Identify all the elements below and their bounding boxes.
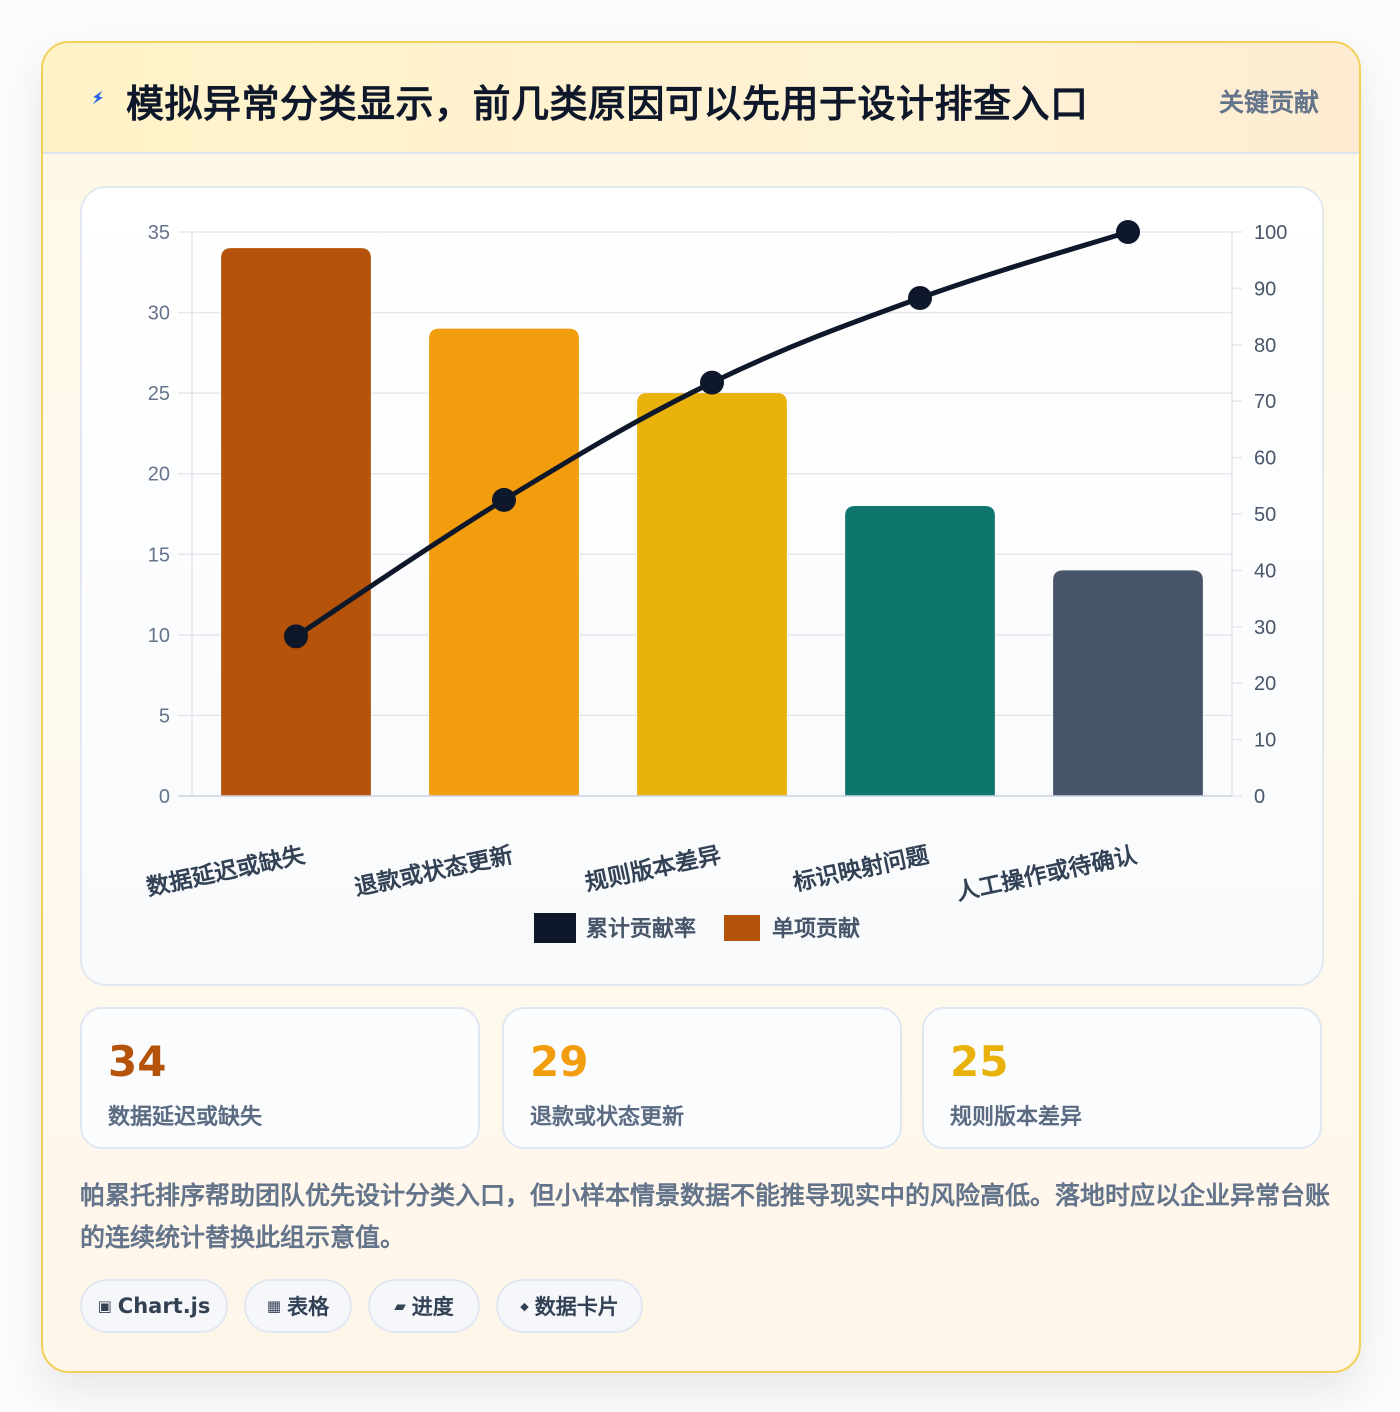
y-tick-label: 20 [148, 464, 170, 486]
tag-data-card[interactable]: ◆ 数据卡片 [496, 1279, 643, 1333]
y2-tick-label: 60 [1254, 448, 1276, 470]
tag-chartjs[interactable]: ▣ Chart.js [80, 1279, 228, 1333]
chart-panel: 0 5 10 15 20 25 30 35 0 10 20 30 40 50 60 70 80 90 100 数据延迟… [80, 186, 1324, 986]
line-point [492, 487, 516, 512]
x-tick-label: 人工操作或待确认 [954, 841, 1140, 906]
x-tick-label: 规则版本差异 [583, 841, 724, 896]
tag-table[interactable]: ▦ 表格 [244, 1279, 352, 1333]
stat-card: 25 规则版本差异 [922, 1007, 1322, 1149]
legend-label: 累计贡献率 [586, 916, 696, 942]
y2-tick-label: 100 [1254, 222, 1287, 244]
y-tick-label: 5 [159, 705, 170, 727]
table-icon: ▦ [266, 1297, 282, 1315]
y-tick-label: 35 [148, 222, 170, 244]
tag-label: Chart.js [117, 1294, 211, 1318]
stat-value: 34 [108, 1037, 167, 1086]
x-tick-label: 数据延迟或缺失 [144, 841, 308, 901]
y-tick-label: 25 [148, 383, 170, 405]
legend-label: 单项贡献 [772, 916, 860, 942]
lightning-icon [92, 90, 103, 105]
bar [221, 248, 371, 797]
x-tick-label: 退款或状态更新 [352, 841, 515, 901]
y2-tick-label: 20 [1254, 673, 1276, 695]
progress-icon: ▰ [394, 1297, 406, 1315]
footnote: 帕累托排序帮助团队优先设计分类入口，但小样本情景数据不能推导现实中的风险高低。落… [80, 1181, 1331, 1252]
pareto-card: 模拟异常分类显示，前几类原因可以先用于设计排查入口 关键贡献 0 5 10 15 20 2… [41, 41, 1361, 1373]
x-tick-label: 标识映射问题 [791, 841, 932, 896]
card-header: 模拟异常分类显示，前几类原因可以先用于设计排查入口 关键贡献 [43, 43, 1359, 154]
y2-tick-label: 80 [1254, 335, 1276, 357]
y2-tick-label: 90 [1254, 278, 1276, 300]
y-tick-label: 30 [148, 303, 170, 325]
y2-tick-label: 70 [1254, 391, 1276, 413]
bar [845, 505, 995, 796]
stat-value: 29 [530, 1037, 589, 1086]
bar [429, 328, 579, 796]
chart-icon: ▣ [97, 1297, 112, 1315]
y2-tick-label: 40 [1254, 560, 1276, 582]
legend-swatch-bar [724, 915, 760, 941]
pareto-chart: 0 5 10 15 20 25 30 35 0 10 20 30 40 50 60 70 80 90 100 数据延迟… [144, 220, 1287, 943]
bar [1053, 570, 1203, 796]
tag-label: 数据卡片 [534, 1295, 619, 1319]
line-point [284, 624, 308, 649]
y2-tick-label: 30 [1254, 617, 1276, 639]
legend-swatch-line [534, 913, 576, 943]
line-point [700, 370, 724, 395]
stat-card: 34 数据延迟或缺失 [80, 1007, 480, 1149]
stat-label: 数据延迟或缺失 [108, 1105, 263, 1130]
line-point [908, 285, 932, 310]
page-title: 模拟异常分类显示，前几类原因可以先用于设计排查入口 [126, 82, 1089, 126]
line-point [1116, 220, 1140, 244]
y2-tick-label: 10 [1254, 730, 1276, 752]
tag-label: 表格 [287, 1295, 330, 1319]
stat-label: 规则版本差异 [950, 1105, 1083, 1130]
stat-card: 29 退款或状态更新 [502, 1007, 902, 1149]
diamond-icon: ◆ [520, 1299, 529, 1313]
y-tick-label: 0 [159, 786, 170, 808]
y2-tick-label: 50 [1254, 504, 1276, 526]
tag-label: 进度 [411, 1295, 454, 1319]
stat-value: 25 [950, 1037, 1009, 1086]
stat-label: 退款或状态更新 [530, 1105, 685, 1130]
header-tag: 关键贡献 [1218, 88, 1319, 117]
bar [637, 393, 787, 796]
y2-tick-label: 0 [1254, 786, 1265, 808]
tag-progress[interactable]: ▰ 进度 [368, 1279, 480, 1333]
y-tick-label: 15 [148, 544, 170, 566]
y-tick-label: 10 [148, 625, 170, 647]
